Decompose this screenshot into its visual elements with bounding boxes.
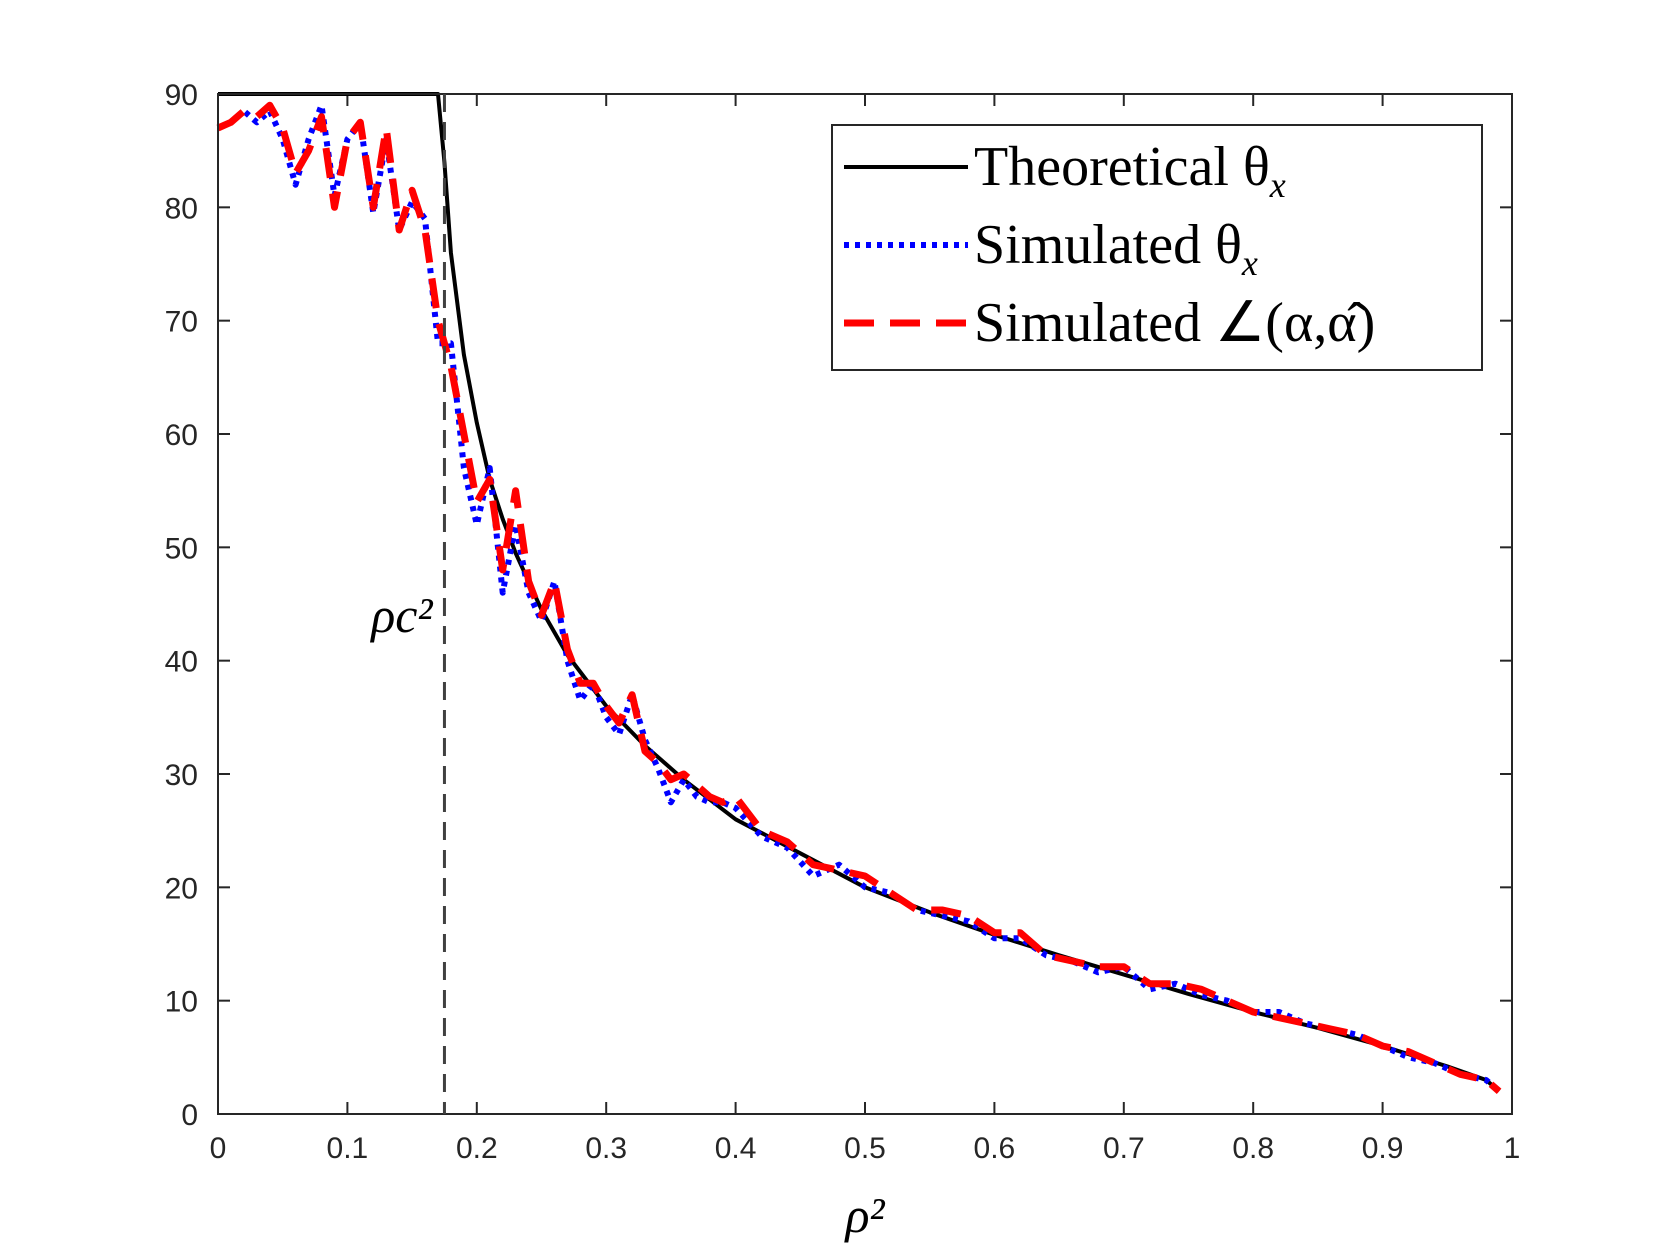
series-line-2	[216, 101, 1502, 1094]
legend-label-0: Theoretical θx	[974, 136, 1286, 205]
x-tick-label: 1	[1504, 1132, 1521, 1165]
series-layer	[216, 92, 1502, 1094]
legend-label-1: Simulated θx	[974, 214, 1258, 283]
axis-labels: ρc² ρ²	[369, 94, 885, 1243]
y-tick-label: 80	[165, 192, 198, 225]
x-tick-label: 0.5	[844, 1132, 886, 1165]
axes-box	[217, 93, 1513, 1115]
legend: Theoretical θx Simulated θx Simulated ∠(α,…	[831, 124, 1483, 371]
x-tick-label: 0.4	[715, 1132, 757, 1165]
x-tick-label: 0.9	[1362, 1132, 1404, 1165]
y-tick-label: 70	[165, 306, 198, 339]
y-tick-label: 90	[165, 79, 198, 112]
critical-annotation: ρc²	[369, 587, 433, 643]
x-axis-label: ρ²	[844, 1187, 886, 1243]
y-tick-label: 50	[165, 532, 198, 565]
x-tick-label: 0.8	[1232, 1132, 1274, 1165]
y-tick-label: 40	[165, 646, 198, 679]
y-tick-label: 10	[165, 986, 198, 1019]
x-tick-label: 0.1	[327, 1132, 369, 1165]
y-tick-label: 20	[165, 872, 198, 905]
y-tick-label: 60	[165, 419, 198, 452]
legend-label-2: Simulated ∠(α,α̂)	[974, 292, 1375, 354]
y-tick-label: 0	[181, 1099, 198, 1132]
x-tick-label: 0.6	[974, 1132, 1016, 1165]
axis-ticks: 0 0.1 0.2 0.3 0.4 0.5 0.6 0.7 0.8 0.9 101020304050…	[165, 79, 1521, 1165]
series-line-1	[216, 102, 1502, 1094]
y-tick-label: 30	[165, 759, 198, 792]
x-tick-label: 0	[210, 1132, 227, 1165]
x-tick-label: 0.2	[456, 1132, 498, 1165]
x-tick-label: 0.7	[1103, 1132, 1145, 1165]
x-tick-label: 0.3	[585, 1132, 627, 1165]
